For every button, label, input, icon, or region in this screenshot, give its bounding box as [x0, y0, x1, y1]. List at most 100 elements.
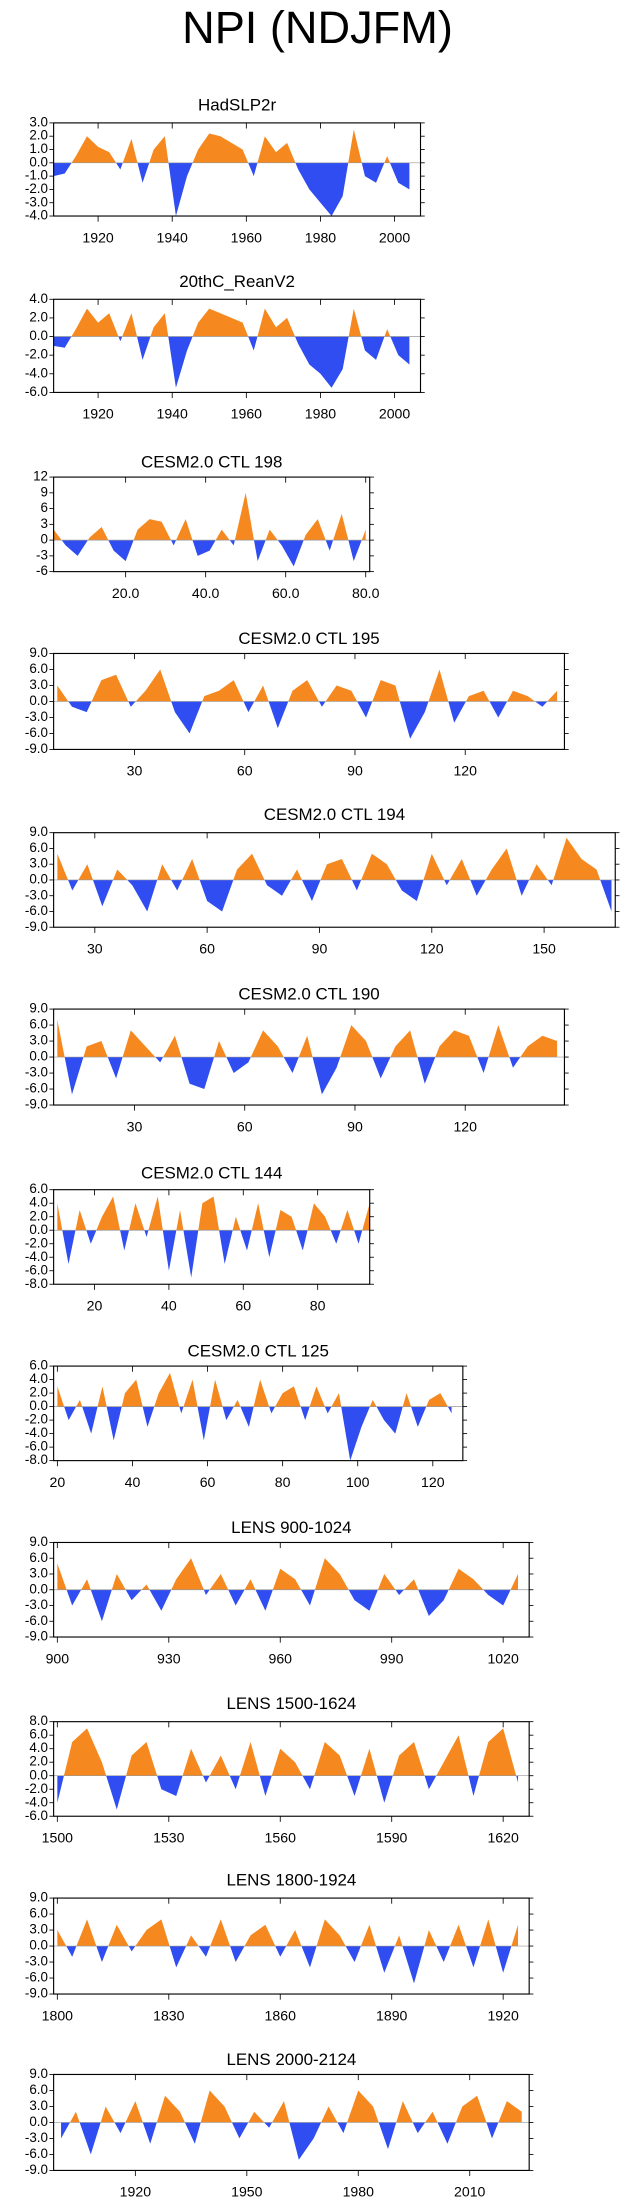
y-tick-label: -6.0	[25, 1970, 48, 1985]
panel-title: CESM2.0 CTL 194	[264, 805, 405, 824]
y-tick-label: 0.0	[29, 328, 48, 343]
plot-frame	[53, 298, 422, 393]
y-tick-label: -8.0	[25, 1452, 48, 1467]
positive-area	[57, 1372, 452, 1407]
y-tick-label: -9.0	[25, 919, 48, 934]
y-tick-label: -6.0	[25, 2146, 48, 2161]
x-tick-label: 40.0	[192, 585, 220, 601]
y-tick-label: 6.0	[29, 1181, 48, 1196]
y-tick-label: -3.0	[25, 887, 48, 902]
y-tick-label: -3.0	[25, 709, 48, 724]
y-tick-label: 9.0	[29, 1534, 48, 1549]
x-tick-label: 1620	[487, 1830, 519, 1846]
y-tick-label: -2.0	[25, 1412, 48, 1427]
y-tick-label: -3.0	[25, 194, 48, 209]
y-tick-label: -6.0	[25, 1439, 48, 1454]
y-tick-label: 6.0	[29, 1017, 48, 1032]
negative-area	[57, 1589, 519, 1622]
panel-title: HadSLP2r	[198, 95, 276, 114]
x-tick-label: 1960	[231, 229, 263, 245]
y-tick-label: 12	[33, 469, 48, 484]
y-tick-label: 0.0	[29, 693, 48, 708]
y-tick-label: -4.0	[25, 365, 48, 380]
y-tick-label: 6.0	[29, 2082, 48, 2097]
negative-area	[57, 701, 558, 739]
y-tick-label: -1.0	[25, 168, 48, 183]
x-tick-label: 1980	[343, 2184, 375, 2200]
y-tick-label: 9.0	[29, 824, 48, 839]
y-tick-label: -3.0	[25, 2130, 48, 2145]
x-tick-label: 90	[347, 1118, 363, 1134]
positive-area	[71, 308, 391, 337]
x-tick-label: 1830	[153, 2007, 185, 2023]
y-tick-label: 0.0	[29, 1222, 48, 1237]
x-tick-label: 1940	[157, 406, 189, 422]
y-tick-label: -3.0	[25, 1597, 48, 1612]
y-tick-label: 0.0	[29, 2114, 48, 2129]
y-tick-label: 2.0	[29, 309, 48, 324]
y-tick-label: -9.0	[25, 2162, 48, 2177]
y-tick-label: 0.0	[29, 872, 48, 887]
positive-area	[61, 2090, 522, 2123]
x-tick-label: 900	[46, 1650, 70, 1666]
panel-title: CESM2.0 CTL 125	[188, 1341, 329, 1360]
panel-title: LENS 1500-1624	[226, 1694, 356, 1713]
x-tick-label: 80	[275, 1474, 291, 1490]
y-tick-label: 9.0	[29, 1890, 48, 1905]
panel-title: CESM2.0 CTL 144	[141, 1164, 282, 1183]
x-tick-label: 120	[453, 1118, 477, 1134]
y-tick-label: 4.0	[29, 291, 48, 306]
y-tick-label: -6	[36, 563, 48, 578]
y-tick-label: -3.0	[25, 1065, 48, 1080]
y-tick-label: 3.0	[29, 2098, 48, 2113]
negative-area	[64, 1406, 452, 1461]
y-tick-label: 1.0	[29, 141, 48, 156]
y-tick-label: 2.0	[29, 1208, 48, 1223]
x-tick-label: 990	[380, 1650, 404, 1666]
x-tick-label: 40	[161, 1298, 177, 1314]
y-tick-label: 0.0	[29, 1767, 48, 1782]
x-tick-label: 90	[347, 763, 363, 779]
x-tick-label: 1980	[305, 406, 337, 422]
y-tick-label: -2.0	[25, 347, 48, 362]
y-tick-label: -9.0	[25, 741, 48, 756]
y-tick-label: 3.0	[29, 1922, 48, 1937]
x-tick-label: 2010	[454, 2184, 486, 2200]
x-tick-label: 1020	[487, 1650, 519, 1666]
x-tick-label: 2000	[379, 229, 411, 245]
y-tick-label: 3.0	[29, 1033, 48, 1048]
x-tick-label: 1960	[231, 406, 263, 422]
plot-frame	[53, 1365, 464, 1462]
x-tick-label: 1590	[376, 1830, 408, 1846]
y-tick-label: 0.0	[29, 1398, 48, 1413]
x-tick-label: 20.0	[112, 585, 140, 601]
y-tick-label: 6	[41, 500, 48, 515]
page-title: NPI (NDJFM)	[182, 2, 453, 53]
y-tick-label: -8.0	[25, 1276, 48, 1291]
positive-area	[63, 1728, 517, 1776]
y-tick-label: 4.0	[29, 1371, 48, 1386]
positive-area	[57, 1196, 370, 1231]
x-tick-label: 1560	[265, 1830, 297, 1846]
y-tick-label: 4.0	[29, 1740, 48, 1755]
x-tick-label: 30	[127, 1118, 143, 1134]
plot-frame	[53, 1721, 530, 1817]
y-tick-label: 2.0	[29, 1385, 48, 1400]
x-tick-label: 30	[127, 763, 143, 779]
y-tick-label: 9.0	[29, 645, 48, 660]
x-tick-label: 60	[235, 1298, 251, 1314]
panel-title: CESM2.0 CTL 195	[238, 629, 379, 648]
x-tick-label: 60	[237, 763, 253, 779]
negative-area	[57, 1775, 519, 1810]
x-tick-label: 1920	[82, 229, 114, 245]
y-tick-label: 0.0	[29, 154, 48, 169]
x-tick-label: 1980	[305, 229, 337, 245]
y-tick-label: 0.0	[29, 1581, 48, 1596]
y-tick-label: -4.0	[25, 1249, 48, 1264]
x-tick-label: 20	[50, 1474, 66, 1490]
x-tick-label: 960	[268, 1650, 292, 1666]
negative-area	[61, 2122, 522, 2160]
plot-frame	[53, 476, 371, 573]
negative-area	[57, 1946, 519, 1984]
